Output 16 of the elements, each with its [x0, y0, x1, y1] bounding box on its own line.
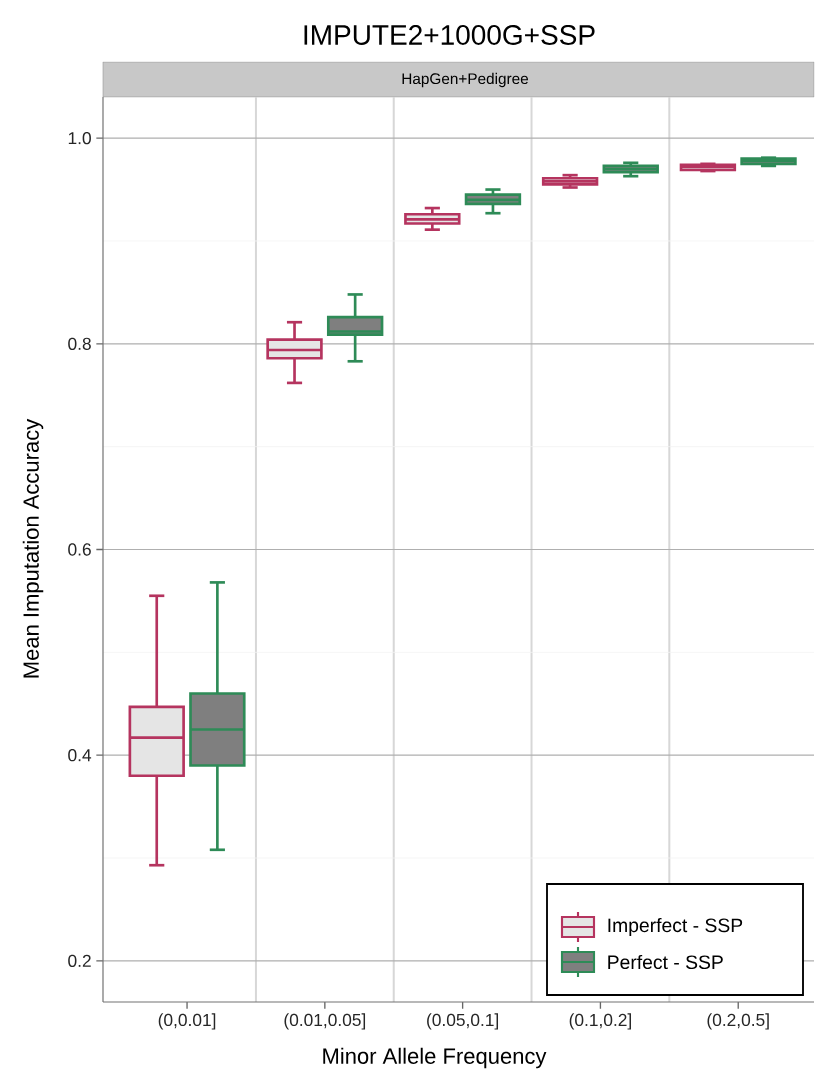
chart-title: IMPUTE2+1000G+SSP	[304, 25, 595, 45]
y-tick-label: 0.2	[68, 954, 91, 967]
y-tick-label: 0.6	[68, 543, 92, 556]
x-tick-label: (0.2,0.5]	[707, 1013, 769, 1030]
legend-label: Imperfect - SSP	[608, 917, 743, 936]
legend-label: Perfect - SSP	[608, 954, 723, 970]
x-tick-label: (0.1,0.2]	[569, 1013, 632, 1030]
y-tick-label: 0.8	[68, 337, 92, 350]
y-axis-title: Mean Imputation Accuracy	[22, 418, 44, 678]
y-tick-label: 1.0	[69, 132, 92, 145]
x-tick-label: (0.05,0.1]	[427, 1013, 499, 1030]
x-axis-title: Minor Allele Frequency	[323, 1047, 547, 1069]
y-tick-label: 0.4	[68, 749, 92, 762]
x-tick-label: (0,0.01]	[158, 1013, 216, 1030]
x-tick-label: (0.01,0.05]	[284, 1013, 366, 1030]
chart-subtitle: HapGen+Pedigree	[402, 72, 529, 88]
